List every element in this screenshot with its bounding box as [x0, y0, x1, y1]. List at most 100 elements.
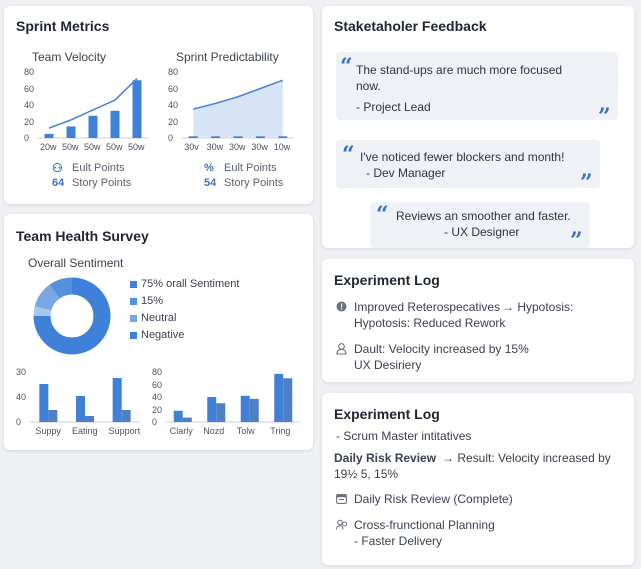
y-tick-label: 0 [24, 133, 30, 143]
legend-swatch [130, 281, 137, 288]
quote-card: “ The stand-ups are much more focused no… [336, 52, 618, 128]
sentiment-subtitle: Overall Sentiment [28, 256, 124, 270]
sentiment-donut-chart [33, 277, 111, 355]
y-tick-label: 20 [24, 116, 35, 127]
legend-label: Negative [141, 329, 185, 341]
x-tick-label: Clarly [169, 426, 193, 436]
bar [211, 136, 221, 138]
bar [173, 410, 183, 422]
y-tick-label: 20 [168, 116, 179, 127]
people-icon [336, 519, 347, 530]
x-tick-label: 50w [128, 142, 145, 152]
quote-text: I've noticed fewer blockers and month! [360, 150, 565, 164]
percent-icon: % [204, 162, 214, 174]
legend-label: Neutral [141, 312, 177, 324]
feedback-card: Staketaholer Feedback “ The stand-ups ar… [322, 6, 634, 252]
bar [188, 136, 198, 138]
bar [110, 110, 120, 138]
experiment-log-card-2: Experiment Log - Scrum Master intitative… [322, 393, 634, 565]
user-icon [336, 343, 347, 355]
y-tick-label: 60 [152, 379, 163, 390]
trend-line [48, 78, 138, 129]
predictability-chart-title: Sprint Predictability [176, 50, 279, 64]
x-tick-label: Nozd [203, 426, 225, 436]
y-tick-label: 20 [152, 404, 163, 415]
legend-swatch [130, 332, 137, 339]
quote-open-icon: “ [342, 142, 355, 168]
quote-open-icon: “ [376, 202, 389, 228]
bar [44, 133, 54, 138]
risk-review-label: Daily Risk Review [334, 451, 437, 465]
feedback-title: Staketaholer Feedback [334, 18, 487, 34]
y-tick-label: 80 [152, 367, 163, 377]
x-tick-label: 30v [184, 142, 199, 152]
x-tick-label: Tring [270, 426, 291, 436]
y-tick-label: 80 [168, 67, 179, 77]
bar [182, 417, 192, 422]
legend-value: 54 [204, 177, 217, 189]
log-item-text: Dault: Velocity increased by 15% [354, 342, 529, 356]
x-tick-label: 30w [229, 142, 246, 152]
log-subtitle: - Scrum Master intitatives [336, 429, 472, 443]
quote-text: The stand-ups are much more focused [356, 63, 563, 77]
bar [216, 403, 226, 422]
quote-card: “ I've noticed fewer blockers and month!… [336, 140, 600, 194]
x-tick-label: Eating [72, 426, 98, 436]
bar [274, 373, 284, 422]
risk-review-value: 19½ 5, 15% [334, 467, 399, 481]
group-icon: ⚇ [52, 161, 63, 175]
bar [76, 396, 85, 422]
velocity-chart-title: Team Velocity [32, 50, 107, 64]
info-icon [336, 301, 347, 312]
quote-text: now. [356, 79, 381, 93]
calendar-icon [336, 494, 347, 504]
legend-swatch [130, 315, 137, 322]
y-tick-label: 0 [168, 133, 174, 143]
quote-close-icon: ” [570, 228, 583, 254]
legend-label: 75% orall Sentiment [141, 278, 240, 290]
bar [48, 410, 58, 422]
trend-line [193, 79, 284, 110]
x-tick-label: 20w [40, 142, 57, 152]
quote-close-icon: ” [598, 104, 611, 130]
quote-open-icon: “ [340, 54, 353, 80]
right-bar-chart [166, 373, 300, 423]
legend-value: 64 [52, 177, 65, 189]
quote-text: Reviews an smoother and faster. [396, 209, 571, 223]
y-tick-label: 40 [24, 100, 35, 110]
legend-label: Story Points [224, 177, 284, 189]
velocity-chart [38, 78, 148, 139]
y-tick-label: 0 [152, 417, 158, 427]
bar [112, 378, 122, 422]
quote-card: “ Reviews an smoother and faster. - UX D… [370, 202, 590, 252]
bar [255, 136, 265, 138]
log-item-text: Hypotosis: Reduced Rework [354, 316, 506, 330]
bar [283, 378, 293, 422]
sprint-metrics-title: Sprint Metrics [16, 18, 110, 34]
x-tick-label: Tolw [236, 426, 255, 436]
bar [233, 136, 243, 138]
experiment-log-title: Experiment Log [334, 406, 440, 422]
x-tick-label: 50w [62, 142, 79, 152]
y-tick-label: 40 [16, 392, 27, 402]
bar [85, 416, 94, 422]
legend-swatch [130, 298, 137, 305]
log-item-text: - Faster Delivery [354, 534, 443, 548]
bar [132, 80, 142, 138]
y-tick-label: 40 [152, 392, 163, 402]
log-item-arrow: → Hypotosis: [502, 300, 574, 314]
quote-author: - Project Lead [356, 100, 431, 114]
bar [88, 115, 98, 138]
quote-author: - UX Designer [444, 225, 520, 239]
x-tick-label: 10w [273, 142, 291, 152]
experiment-log-card: Experiment Log Improved Reterospecatives… [322, 259, 634, 382]
legend-label: 15% [141, 295, 164, 307]
bar [66, 126, 76, 138]
x-tick-label: 50w [84, 142, 101, 152]
donut-slice [33, 277, 111, 355]
y-tick-label: 0 [16, 417, 22, 427]
predictability-chart [182, 79, 294, 139]
y-tick-label: 30 [16, 367, 27, 377]
x-tick-label: 50w [106, 142, 123, 152]
log-item-text: Cross-frunctional Planning [354, 518, 495, 532]
